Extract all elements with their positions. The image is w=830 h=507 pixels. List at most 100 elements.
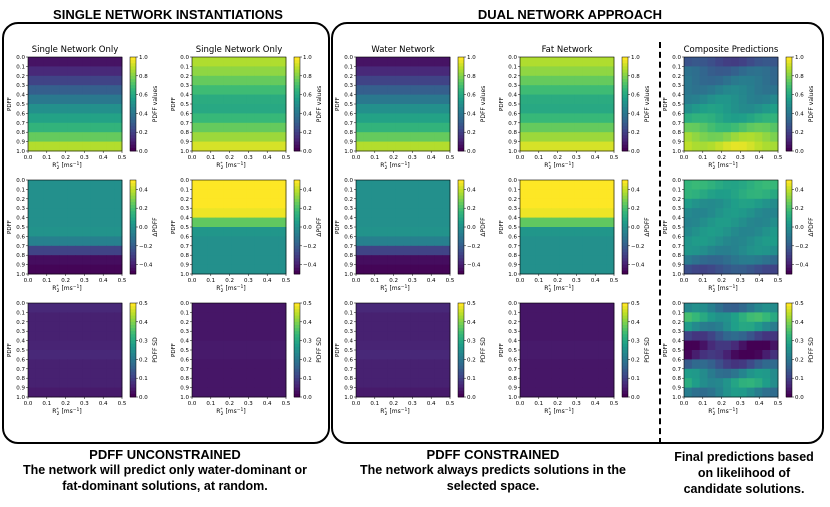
heatmap-cell: [551, 312, 560, 323]
heatmap-cell: [114, 189, 123, 200]
heatmap-cell: [90, 227, 99, 237]
heatmap-cell: [520, 141, 529, 152]
colorbar-tick-label: 0.2: [467, 357, 476, 363]
colorbar-step: [786, 57, 792, 61]
colorbar-step: [130, 331, 136, 335]
heatmap-cell: [723, 141, 732, 152]
colorbar-step: [622, 60, 628, 64]
heatmap-cell: [239, 122, 248, 133]
heatmap-cell: [75, 368, 84, 379]
colorbar-step: [130, 88, 136, 92]
x-tick-label: 0.1: [370, 155, 379, 161]
colorbar-step: [294, 63, 300, 67]
heatmap-cell: [192, 387, 201, 398]
heatmap-cell: [684, 141, 693, 152]
heatmap-cell: [731, 75, 740, 86]
heatmap-cell: [28, 141, 37, 152]
colorbar-step: [294, 113, 300, 117]
y-tick-label: 0.1: [344, 64, 353, 70]
heatmap-cell: [75, 198, 84, 209]
colorbar-step: [294, 189, 300, 193]
heatmap-cell: [754, 350, 763, 360]
heatmap-cell: [746, 66, 755, 77]
y-tick-label: 0.6: [16, 111, 25, 117]
heatmap-cell: [114, 387, 123, 398]
heatmap-cell: [387, 378, 396, 388]
heatmap-cell: [574, 141, 584, 152]
y-tick-label: 0.9: [344, 263, 353, 269]
colorbar-step: [622, 306, 628, 310]
colorbar-step: [130, 350, 136, 354]
heatmap-cell: [98, 321, 107, 332]
heatmap-cell: [762, 350, 771, 360]
colorbar-step: [458, 334, 464, 338]
heatmap-cell: [106, 104, 115, 114]
heatmap-cell: [356, 75, 365, 86]
y-tick-label: 0.0: [16, 55, 25, 61]
colorbar-step: [786, 334, 792, 338]
heatmap-cell: [535, 359, 544, 370]
y-tick-label: 0.5: [344, 102, 353, 108]
heatmap-cell: [582, 217, 591, 228]
colorbar-step: [294, 205, 300, 209]
heatmap-cell: [90, 264, 99, 275]
heatmap-cell: [278, 331, 287, 341]
colorbar-step: [130, 72, 136, 77]
heatmap-cell: [574, 340, 584, 351]
heatmap-cell: [418, 255, 427, 265]
heatmap-cell: [606, 387, 615, 398]
colorbar-step: [294, 91, 300, 95]
heatmap-cell: [559, 368, 568, 379]
heatmap-cell: [684, 104, 693, 114]
heatmap-cell: [371, 104, 380, 114]
heatmap-cell: [770, 331, 779, 341]
heatmap-cell: [754, 189, 763, 200]
heatmap-cell: [403, 331, 412, 341]
x-axis-label-part: *: [220, 407, 223, 413]
heatmap-cell: [691, 85, 701, 95]
heatmap-cell: [207, 303, 216, 313]
heatmap-cell: [520, 85, 529, 95]
y-tick-label: 0.7: [508, 367, 517, 373]
heatmap-cell: [35, 255, 45, 265]
heatmap-cell: [35, 217, 45, 228]
heatmap-cell: [746, 141, 755, 152]
heatmap-cell: [707, 312, 716, 323]
x-axis-label-part: ]: [735, 162, 737, 169]
heatmap-cell: [434, 321, 443, 332]
heatmap-cell: [371, 321, 380, 332]
y-tick-label: 0.7: [672, 244, 681, 250]
colorbar-step: [622, 393, 628, 398]
colorbar-step: [130, 122, 136, 127]
heatmap-cell: [270, 331, 279, 341]
colorbar-tick-label: 0.4: [467, 111, 476, 117]
heatmap-cell: [762, 217, 771, 228]
heatmap-cell: [520, 66, 529, 77]
y-tick-label: 0.8: [16, 253, 25, 259]
heatmap-cell: [762, 255, 771, 265]
heatmap-cell: [738, 57, 748, 67]
heatmap-cell: [98, 378, 107, 388]
heatmap-cell: [699, 303, 708, 313]
colorbar-label: ΔPDFF: [644, 217, 651, 237]
x-tick-label: 0.2: [61, 401, 70, 407]
x-axis-label-part: *: [712, 284, 715, 290]
heatmap-cell: [559, 264, 568, 275]
heatmap-cell: [410, 141, 420, 152]
heatmap-cell: [582, 85, 591, 95]
heatmap-cell: [98, 85, 107, 95]
y-tick-label: 0.1: [508, 187, 517, 193]
colorbar-step: [458, 195, 464, 200]
heatmap-cell: [106, 312, 115, 323]
colorbar-step: [622, 94, 628, 99]
heatmap-cell: [59, 227, 68, 237]
heatmap-cell: [746, 331, 755, 341]
heatmap-cell: [35, 198, 45, 209]
x-axis-label-part: 2: [221, 165, 224, 171]
heatmap-cell: [738, 255, 748, 265]
heatmap-cell: [434, 378, 443, 388]
colorbar-step: [130, 321, 136, 326]
colorbar-step: [786, 201, 792, 206]
heatmap-cell: [379, 132, 388, 142]
heatmap-cell: [59, 321, 68, 332]
